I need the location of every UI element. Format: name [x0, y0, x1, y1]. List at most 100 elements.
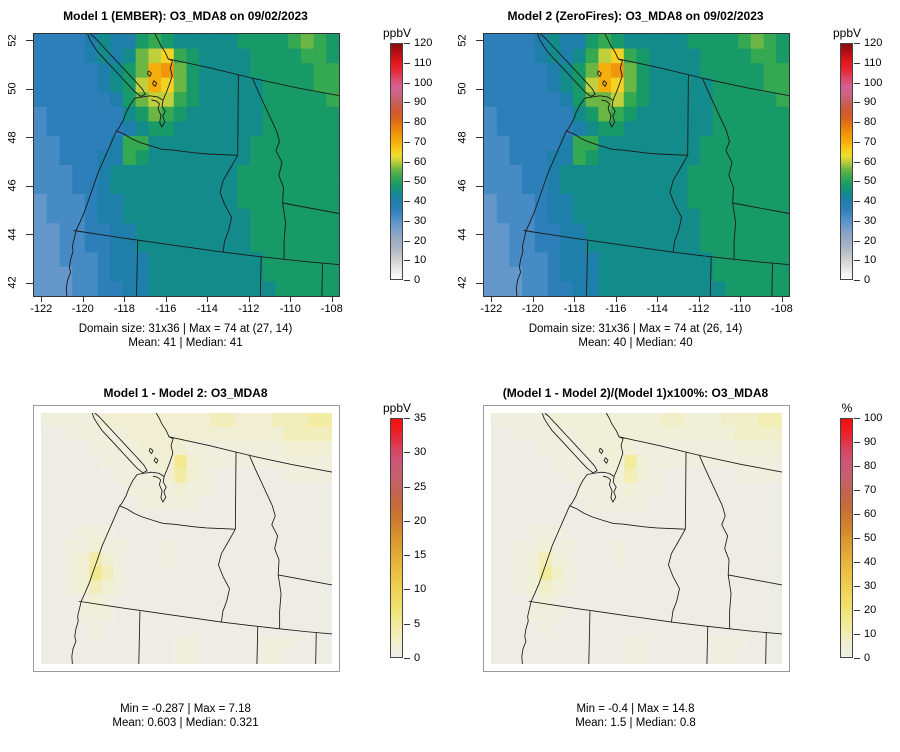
colorbar-unit-label: ppbV: [382, 26, 412, 40]
x-axis-tick-mark: [532, 297, 534, 302]
y-axis-tick-label: 52: [456, 34, 469, 47]
raster-cells: [34, 34, 339, 296]
map-model1: [33, 33, 340, 297]
y-axis-tick-mark: [476, 40, 483, 42]
y-axis-tick-mark: [26, 234, 33, 236]
colorbar-unit-label: %: [841, 401, 853, 415]
x-axis-tick-mark: [82, 297, 84, 302]
colorbar-tick-label: 90: [414, 96, 427, 109]
colorbar-tick-label: 10: [414, 254, 427, 267]
colorbar-tick-mark: [854, 586, 860, 587]
colorbar-tick-label: 40: [864, 195, 877, 207]
x-axis-tick-label: -122: [480, 303, 503, 315]
colorbar-tick-label: 50: [414, 175, 427, 188]
x-axis-tick-label: -120: [71, 303, 94, 315]
colorbar: [840, 418, 853, 658]
y-axis-tick-mark: [476, 88, 483, 90]
colorbar-tick-label: 80: [864, 116, 877, 128]
colorbar-tick-mark: [854, 418, 860, 419]
x-axis-tick-mark: [124, 297, 126, 302]
panel-title: Model 1 - Model 2: O3_MDA8: [103, 386, 268, 400]
raster-cells: [41, 413, 332, 664]
caption-stats-2: Mean: 41 | Median: 41: [128, 337, 243, 349]
y-axis-tick-mark: [476, 234, 483, 236]
colorbar: [390, 43, 403, 280]
colorbar-tick-label: 0: [414, 274, 421, 286]
colorbar-tick-mark: [854, 240, 860, 242]
colorbar-tick-label: 20: [414, 234, 427, 247]
y-axis-tick-label: 52: [6, 34, 19, 47]
y-axis-tick-label: 44: [6, 228, 19, 241]
colorbar-tick-mark: [404, 82, 410, 84]
colorbar-tick-label: 0: [864, 652, 871, 664]
panel-title: Model 2 (ZeroFires): O3_MDA8 on 09/02/20…: [507, 9, 764, 23]
x-axis-tick-label: -118: [563, 303, 585, 315]
colorbar-tick-mark: [854, 220, 860, 222]
panel-difference: Model 1 - Model 2: O3_MDA8 Min = -0.287 …: [0, 376, 450, 752]
colorbar-tick-mark: [404, 43, 410, 44]
x-axis-tick-label: -110: [729, 303, 751, 315]
caption-stats-2: Mean: 0.603 | Median: 0.321: [112, 717, 259, 729]
colorbar-tick-mark: [404, 122, 410, 123]
y-axis-tick-label: 50: [456, 82, 469, 95]
colorbar-tick-label: 0: [864, 274, 871, 286]
colorbar-tick-mark: [404, 452, 410, 454]
x-axis-tick-label: -116: [155, 303, 177, 315]
heatmap-raster: [41, 413, 332, 664]
colorbar-tick-label: 100: [864, 412, 883, 424]
colorbar-tick-label: 15: [414, 549, 427, 562]
colorbar-tick-mark: [854, 538, 860, 539]
y-axis-tick-mark: [26, 88, 33, 90]
colorbar-tick-mark: [404, 220, 410, 222]
y-axis-tick-label: 50: [6, 82, 19, 95]
colorbar-tick-label: 50: [864, 532, 877, 544]
colorbar-unit-label: ppbV: [832, 26, 862, 40]
colorbar-tick-label: 10: [414, 583, 427, 596]
colorbar-tick-label: 35: [414, 412, 427, 424]
colorbar-tick-mark: [404, 102, 410, 104]
x-axis-tick-mark: [615, 297, 617, 302]
y-axis-tick-mark: [26, 137, 33, 139]
colorbar-tick-mark: [404, 62, 410, 64]
y-axis-tick-label: 44: [456, 228, 469, 241]
colorbar-tick-mark: [404, 658, 410, 659]
colorbar-tick-mark: [854, 141, 860, 143]
y-axis-tick-label: 42: [6, 276, 19, 290]
colorbar-tick-label: 20: [864, 234, 877, 247]
map-borders: [515, 34, 789, 296]
x-axis-tick-mark: [165, 297, 167, 302]
colorbar-tick-label: 120: [414, 37, 433, 49]
x-axis-tick-mark: [657, 297, 659, 302]
panel-title: (Model 1 - Model 2)/(Model 1)x100%: O3_M…: [502, 386, 769, 400]
colorbar-tick-label: 30: [414, 446, 427, 459]
colorbar-tick-mark: [854, 260, 860, 262]
x-axis-tick-mark: [491, 297, 493, 302]
panel-percent-difference: (Model 1 - Model 2)/(Model 1)x100%: O3_M…: [450, 376, 900, 752]
colorbar-tick-mark: [854, 181, 860, 183]
colorbar-tick-label: 60: [864, 508, 877, 520]
x-axis-tick-label: -122: [30, 303, 53, 315]
colorbar-tick-mark: [854, 442, 860, 443]
colorbar-tick-mark: [854, 102, 860, 104]
colorbar-tick-label: 30: [864, 580, 877, 592]
map-model2: [483, 33, 790, 297]
colorbar-tick-mark: [404, 141, 410, 143]
colorbar-tick-label: 20: [414, 514, 427, 527]
x-axis-tick-mark: [41, 297, 43, 302]
x-axis-tick-label: -112: [688, 303, 710, 315]
x-axis-tick-label: -108: [770, 303, 793, 315]
x-axis-tick-mark: [290, 297, 292, 302]
map-percent-difference: [483, 405, 790, 672]
y-axis-tick-mark: [26, 40, 33, 42]
y-axis-tick-label: 42: [456, 276, 469, 290]
colorbar-tick-mark: [404, 589, 410, 591]
colorbar-tick-label: 90: [864, 436, 877, 448]
heatmap-raster: [491, 413, 782, 664]
colorbar-tick-mark: [404, 181, 410, 183]
panel-model2: Model 2 (ZeroFires): O3_MDA8 on 09/02/20…: [450, 0, 900, 376]
y-axis-tick-label: 46: [6, 179, 19, 192]
x-axis-tick-mark: [740, 297, 742, 302]
y-axis-tick-mark: [26, 282, 33, 284]
colorbar-tick-mark: [404, 201, 410, 202]
